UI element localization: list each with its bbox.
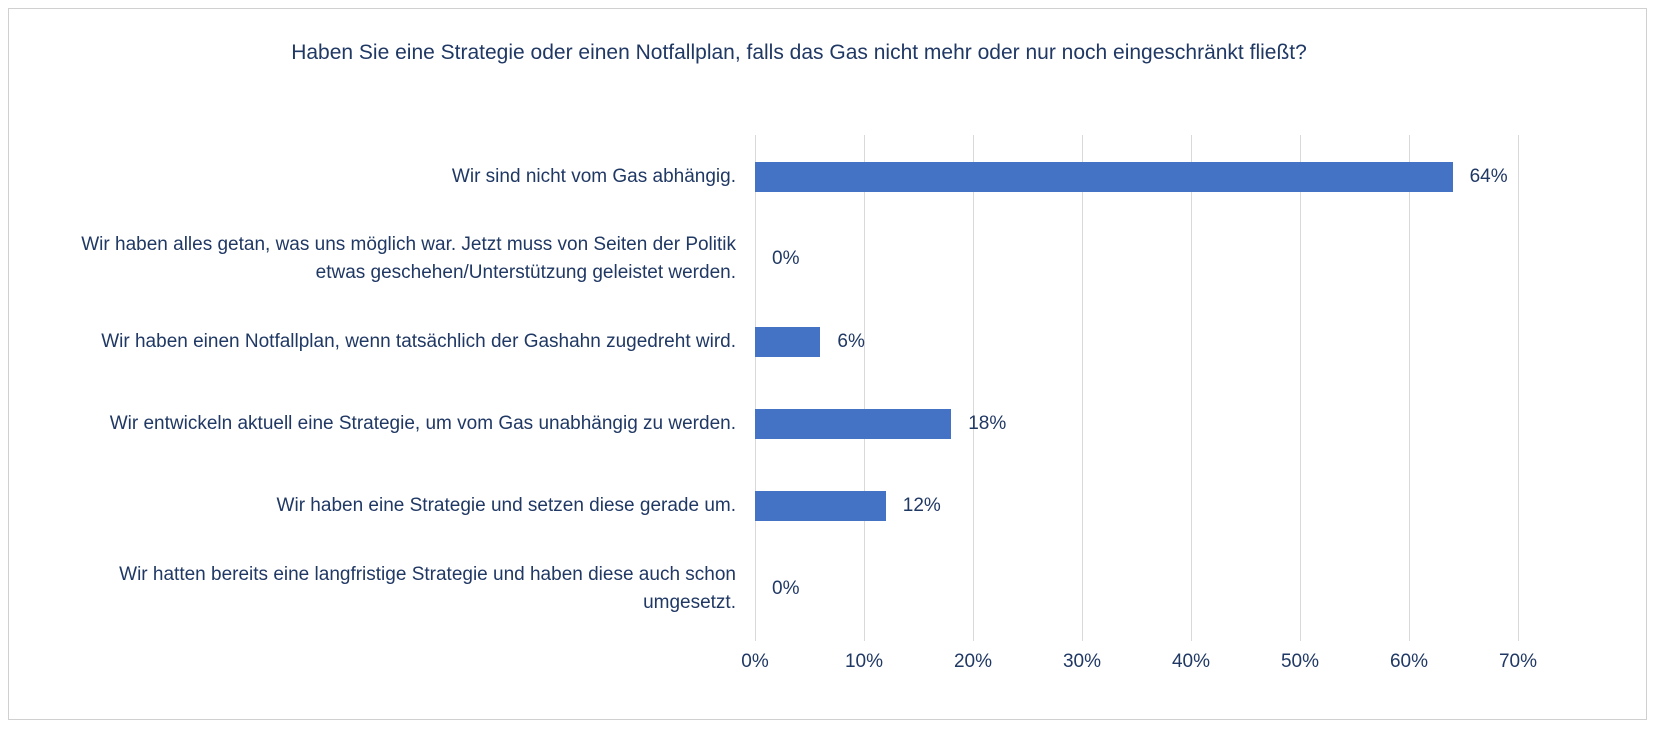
grid-line: [1082, 135, 1083, 641]
x-tick-label: 60%: [1389, 651, 1429, 672]
x-tick-label: 40%: [1171, 651, 1211, 672]
grid-line: [973, 135, 974, 641]
grid-line: [755, 135, 756, 641]
grid-line: [1191, 135, 1192, 641]
x-tick-label: 20%: [953, 651, 993, 672]
bar: [755, 326, 821, 357]
data-label: 12%: [902, 495, 941, 517]
y-tick-label: Wir haben einen Notfallplan, wenn tatsäc…: [101, 330, 736, 352]
y-tick-label: Wir sind nicht vom Gas abhängig.: [451, 166, 736, 188]
grid-line: [864, 135, 865, 641]
x-tick-label: 70%: [1498, 651, 1538, 672]
grid-line: [1300, 135, 1301, 641]
data-label: 6%: [837, 330, 865, 352]
y-tick-label: Wir hatten bereits eine langfristige Str…: [119, 563, 736, 613]
x-tick-label: 10%: [844, 651, 884, 672]
data-label: 0%: [772, 577, 800, 599]
x-tick-label: 30%: [1062, 651, 1102, 672]
data-label: 64%: [1469, 166, 1508, 188]
chart-title: Haben Sie eine Strategie oder einen Notf…: [291, 41, 1307, 64]
x-tick-label: 50%: [1280, 651, 1320, 672]
data-label: 18%: [968, 413, 1007, 435]
grid-line: [1409, 135, 1410, 641]
data-label: 0%: [772, 248, 800, 270]
bar: [755, 162, 1453, 193]
y-tick-label: Wir haben alles getan, was uns möglich w…: [81, 234, 736, 284]
chart: Haben Sie eine Strategie oder einen Notf…: [8, 8, 1647, 720]
bar: [755, 491, 886, 522]
y-tick-label: Wir entwickeln aktuell eine Strategie, u…: [109, 413, 736, 435]
x-tick-label: 0%: [741, 651, 769, 672]
bar: [755, 409, 952, 440]
grid-line: [1518, 135, 1519, 641]
y-tick-label: Wir haben eine Strategie und setzen dies…: [276, 495, 736, 517]
